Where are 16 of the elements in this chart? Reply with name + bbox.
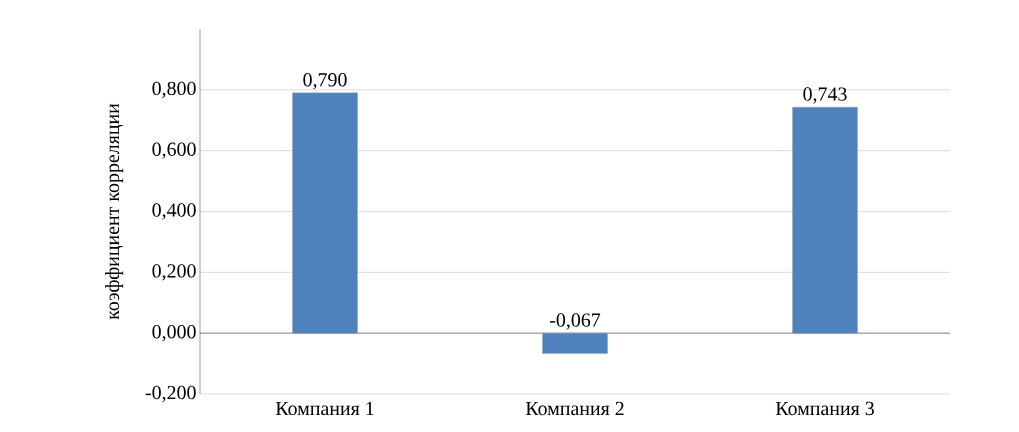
data-label: 0,743 xyxy=(803,87,847,104)
x-tick-label: Компания 3 xyxy=(775,401,874,416)
x-tick-label: Компания 2 xyxy=(525,401,624,416)
y-tick-label: 0,200 xyxy=(152,264,196,281)
x-tick-label: Компания 1 xyxy=(275,401,374,416)
bar xyxy=(542,332,608,354)
y-tick-label: 0,600 xyxy=(152,142,196,159)
bar xyxy=(292,92,358,334)
y-axis-title: коэффициент корреляции xyxy=(105,103,124,320)
y-tick-label: 0,000 xyxy=(152,325,196,342)
y-tick-label: 0,800 xyxy=(152,81,196,98)
bar xyxy=(792,106,858,334)
data-label: 0,790 xyxy=(303,73,347,90)
y-tick-label: 0,400 xyxy=(152,203,196,220)
y-tick-label: -0,200 xyxy=(145,385,196,403)
data-label: -0,067 xyxy=(550,313,601,330)
